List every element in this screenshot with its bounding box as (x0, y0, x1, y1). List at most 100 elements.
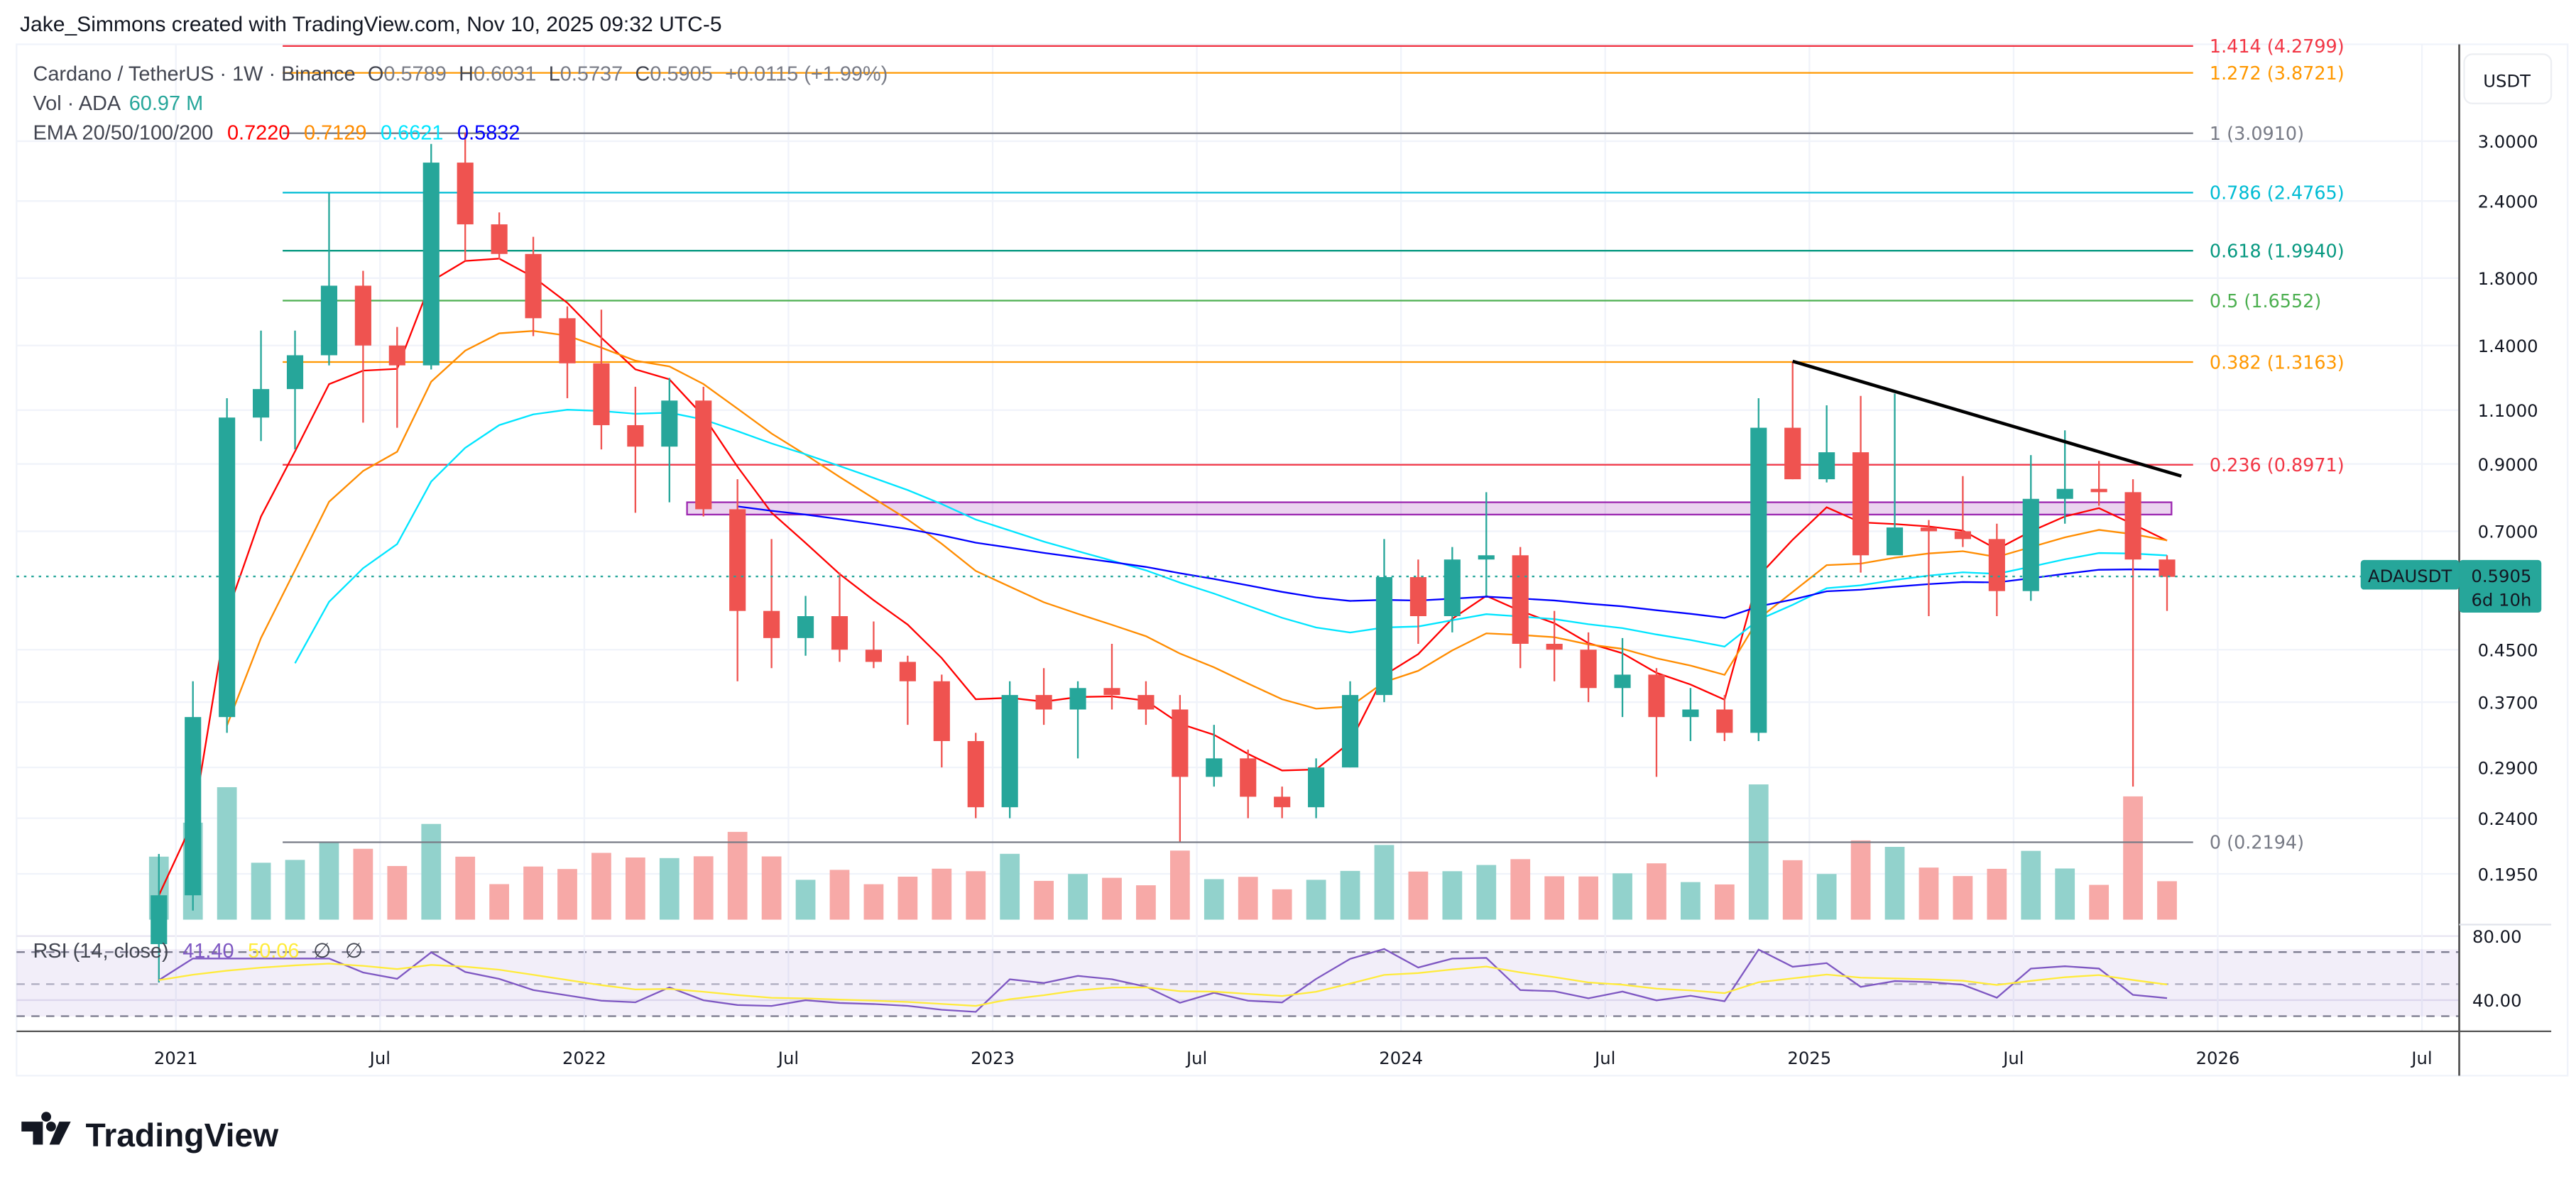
fib-label: 0.786 (2.4765) (2210, 182, 2345, 204)
candle-body (559, 318, 576, 363)
time-axis[interactable]: 2021 Jul 2022 Jul 2023 Jul 2024 Jul 2025 Jul 2026 J… (154, 1048, 2433, 1068)
currency-label: USDT (2483, 71, 2531, 92)
price-tick: 0.7000 (2478, 522, 2538, 542)
volume-bar (625, 857, 645, 920)
candles (151, 132, 2176, 983)
change-value: +0.0115 (+1.99%) (725, 62, 888, 85)
candle-body (899, 662, 916, 681)
tradingview-logo: TradingView (21, 1112, 279, 1154)
volume-bar (319, 842, 339, 920)
volume-bar (693, 856, 714, 920)
fib-label: 1.414 (4.2799) (2210, 35, 2345, 57)
candle-body (253, 389, 270, 418)
attribution: Jake_Simmons created with TradingView.co… (20, 13, 722, 36)
volume-bar (489, 884, 510, 920)
volume-bar (1306, 880, 1326, 920)
volume-value: 60.97 M (129, 92, 203, 115)
trendline[interactable] (1792, 359, 2182, 478)
low-value: 0.5737 (560, 62, 623, 85)
symbol-tag-label: ADAUSDT (2368, 566, 2452, 586)
symbol-tag (2360, 559, 2460, 590)
time-tick: Jul (2410, 1048, 2432, 1068)
candle-body (1035, 695, 1052, 710)
volume-bar (829, 870, 850, 920)
legend-ohlc: Cardano / TetherUS · 1W · Binance O0.578… (33, 62, 888, 85)
candle-body (1614, 674, 1631, 689)
candle-body (831, 616, 848, 650)
price-axis[interactable]: 3.0000 2.4000 1.8000 1.4000 1.1000 0.9000 0.70… (2478, 131, 2538, 884)
candle-body (457, 163, 474, 225)
price-tick: 0.2900 (2478, 757, 2538, 778)
rsi-ma-line (158, 963, 2168, 1007)
fib-label: 1.272 (3.8721) (2210, 62, 2345, 84)
volume-bar (2021, 850, 2041, 920)
candle-body (661, 400, 678, 447)
volume-bar (1068, 874, 1088, 920)
candle-body (763, 610, 780, 638)
legend-ema: EMA 20/50/100/200 0.7220 0.7129 0.6621 0… (33, 122, 520, 145)
ema100-value: 0.6621 (381, 122, 443, 145)
price-tick: 0.9000 (2478, 454, 2538, 475)
price-tick: 2.4000 (2478, 191, 2538, 212)
volume-bar (523, 866, 543, 920)
resistance-zone[interactable] (686, 501, 2173, 516)
rsi-value: 41.40 (182, 940, 234, 963)
candle-body (2124, 492, 2141, 560)
bar-countdown: 6d 10h (2471, 590, 2531, 610)
last-price-tag (2459, 559, 2542, 613)
candle-body (151, 895, 168, 945)
volume-bar (251, 862, 271, 920)
volume-bar (1238, 877, 1258, 920)
rsi-tick: 40.00 (2472, 990, 2522, 1011)
ema20-value: 0.7220 (227, 122, 290, 145)
volume-bar (1408, 871, 1429, 920)
ema-line-0 (158, 258, 2168, 896)
volume-bar (1612, 873, 1632, 920)
close-value: 0.5905 (650, 62, 712, 85)
open-value: 0.5789 (383, 62, 446, 85)
price-tick: 1.4000 (2478, 336, 2538, 356)
candle-body (1240, 758, 1257, 797)
volume-bar (932, 868, 952, 920)
time-tick: Jul (777, 1048, 799, 1068)
candle-body (593, 363, 610, 425)
candle-body (1784, 427, 1801, 480)
volume-bar (1034, 880, 1054, 920)
volume-bar (1340, 870, 1360, 920)
rsi-axis: 80.00 40.00 (2472, 926, 2522, 1011)
candle-body (1206, 758, 1223, 777)
candle-body (933, 681, 950, 741)
rsi-ma-value: 50.06 (248, 940, 299, 963)
fib-label: 0 (0.2194) (2210, 832, 2304, 853)
volume-bar (1510, 859, 1531, 920)
volume-bar (387, 865, 408, 920)
candle-body (1886, 527, 1904, 556)
rsi-tick: 80.00 (2472, 926, 2522, 947)
volume-bar (897, 877, 918, 920)
fib-retracement[interactable]: 1.414 (4.2799) 1.272 (3.8721) 1 (3.0910) 0.… (283, 35, 2345, 853)
candle-body (1274, 796, 1291, 808)
volume-bar (659, 857, 680, 920)
candle-body (388, 345, 405, 366)
time-tick: 2025 (1787, 1048, 1831, 1068)
candle-body (1341, 695, 1359, 768)
rsi-line (158, 948, 2168, 1013)
candle-body (865, 650, 883, 662)
time-tick: Jul (1185, 1048, 1207, 1068)
volume-bar (1884, 847, 1905, 920)
candle-body (1001, 695, 1018, 808)
candle-body (1682, 709, 1699, 718)
candle-body (1920, 527, 1938, 532)
candle-body (185, 717, 202, 896)
price-tick: 1.8000 (2478, 268, 2538, 289)
time-tick: Jul (2002, 1048, 2024, 1068)
currency-button[interactable] (2463, 53, 2553, 104)
high-value: 0.6031 (474, 62, 536, 85)
candle-body (2090, 488, 2107, 493)
candle-body (967, 740, 984, 808)
price-tick: 3.0000 (2478, 131, 2538, 152)
legend-rsi: RSI (14, close) 41.40 50.06 ∅ ∅ (33, 940, 363, 963)
volume-bar (2055, 868, 2075, 920)
volume-bar (1748, 784, 1769, 920)
